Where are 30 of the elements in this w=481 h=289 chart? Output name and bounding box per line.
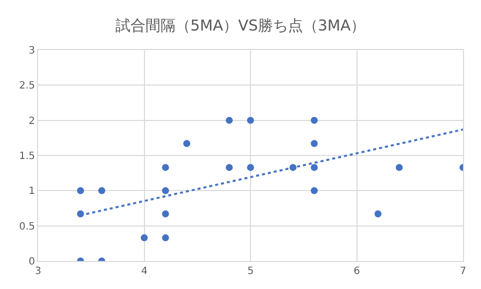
point (310, 116, 318, 124)
y-tick-label: 0.5 (19, 221, 35, 232)
y-tick-label: 1.5 (19, 151, 35, 162)
y-tick-label: 3 (28, 46, 35, 56)
point (226, 116, 233, 124)
y-tick-label: 0 (28, 256, 35, 268)
point (374, 210, 382, 218)
x-tick-label: 7 (460, 266, 466, 277)
point (162, 210, 169, 218)
point (162, 164, 169, 171)
point (162, 187, 169, 194)
x-tick-label: 6 (354, 266, 360, 277)
chart-title: 試合間隔（5MA）VS勝ち点（3MA） (115, 16, 366, 35)
point (310, 140, 318, 148)
x-tick-label: 5 (247, 266, 254, 277)
point (396, 164, 403, 171)
y-tick-label: 2.5 (19, 80, 35, 92)
point (77, 187, 84, 194)
point (140, 234, 148, 242)
point (247, 116, 254, 124)
point (310, 187, 318, 194)
point (183, 140, 190, 148)
point (310, 164, 318, 171)
y-tick-label: 1 (28, 186, 35, 198)
y-tick-label: 2 (28, 116, 35, 127)
x-tick-label: 4 (141, 266, 148, 277)
point (226, 164, 233, 171)
point (162, 234, 169, 242)
point (98, 187, 106, 194)
point (247, 164, 254, 171)
